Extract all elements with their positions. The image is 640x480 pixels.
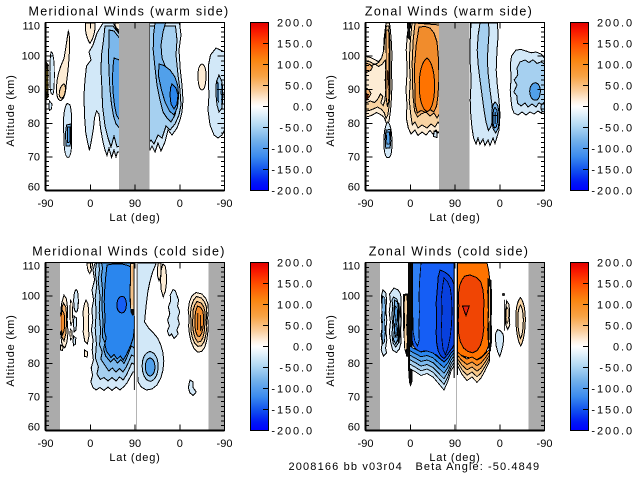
svg-text:0: 0 — [497, 198, 503, 210]
svg-text:100.0: 100.0 — [597, 300, 634, 312]
svg-text:110: 110 — [22, 261, 40, 273]
svg-text:Lat (deg): Lat (deg) — [109, 452, 160, 464]
svg-text:60: 60 — [28, 182, 40, 194]
svg-text:60: 60 — [28, 422, 40, 434]
svg-text:100: 100 — [22, 51, 40, 63]
svg-text:-100.0: -100.0 — [591, 144, 634, 156]
svg-text:100.0: 100.0 — [277, 300, 314, 312]
svg-text:-90: -90 — [358, 198, 374, 210]
svg-text:150.0: 150.0 — [277, 39, 314, 51]
svg-text:Altitude (km): Altitude (km) — [325, 74, 337, 146]
svg-text:Lat (deg): Lat (deg) — [109, 212, 160, 224]
svg-text:50.0: 50.0 — [605, 321, 634, 333]
svg-text:90: 90 — [348, 324, 360, 336]
svg-text:-150.0: -150.0 — [271, 405, 314, 417]
svg-text:90: 90 — [28, 84, 40, 96]
svg-text:0: 0 — [497, 438, 503, 450]
svg-text:Meridional Winds (cold side): Meridional Winds (cold side) — [32, 244, 225, 258]
svg-text:70: 70 — [348, 391, 360, 403]
svg-text:80: 80 — [348, 118, 360, 130]
svg-text:50.0: 50.0 — [285, 81, 314, 93]
svg-text:0.0: 0.0 — [293, 102, 314, 114]
svg-text:90: 90 — [449, 438, 461, 450]
svg-text:-90: -90 — [358, 438, 374, 450]
svg-text:-150.0: -150.0 — [591, 165, 634, 177]
svg-text:-50.0: -50.0 — [599, 363, 634, 375]
svg-text:200.0: 200.0 — [597, 258, 634, 270]
svg-text:200.0: 200.0 — [277, 258, 314, 270]
svg-text:Meridional Winds (warm side): Meridional Winds (warm side) — [28, 4, 229, 18]
svg-text:-100.0: -100.0 — [271, 144, 314, 156]
svg-text:-90: -90 — [537, 198, 553, 210]
svg-text:110: 110 — [342, 261, 360, 273]
svg-text:150.0: 150.0 — [277, 279, 314, 291]
svg-text:90: 90 — [129, 198, 141, 210]
svg-text:0.0: 0.0 — [613, 102, 634, 114]
svg-text:0: 0 — [177, 438, 183, 450]
svg-text:Altitude (km): Altitude (km) — [325, 314, 337, 386]
svg-text:-50.0: -50.0 — [279, 123, 314, 135]
svg-text:80: 80 — [28, 118, 40, 130]
svg-text:70: 70 — [348, 151, 360, 163]
svg-text:100: 100 — [342, 51, 360, 63]
svg-text:100: 100 — [22, 291, 40, 303]
svg-text:80: 80 — [348, 358, 360, 370]
svg-text:Altitude (km): Altitude (km) — [5, 314, 17, 386]
svg-text:60: 60 — [348, 182, 360, 194]
svg-text:0.0: 0.0 — [613, 342, 634, 354]
svg-text:80: 80 — [28, 358, 40, 370]
svg-text:-50.0: -50.0 — [599, 123, 634, 135]
svg-text:100.0: 100.0 — [277, 60, 314, 72]
svg-text:90: 90 — [348, 84, 360, 96]
svg-text:0.0: 0.0 — [293, 342, 314, 354]
svg-text:-50.0: -50.0 — [279, 363, 314, 375]
svg-text:2008166 bb v03r04: 2008166 bb v03r04 — [289, 461, 403, 473]
svg-text:-150.0: -150.0 — [591, 405, 634, 417]
svg-text:-100.0: -100.0 — [591, 384, 634, 396]
svg-text:0: 0 — [407, 198, 413, 210]
svg-text:-90: -90 — [537, 438, 553, 450]
svg-text:Beta Angle: -50.4849: Beta Angle: -50.4849 — [416, 461, 541, 473]
svg-text:50.0: 50.0 — [285, 321, 314, 333]
svg-text:Zonal Winds (warm side): Zonal Winds (warm side) — [365, 4, 533, 18]
svg-text:0: 0 — [87, 438, 93, 450]
svg-text:-100.0: -100.0 — [271, 384, 314, 396]
svg-text:100: 100 — [342, 291, 360, 303]
svg-text:70: 70 — [28, 151, 40, 163]
svg-text:90: 90 — [28, 324, 40, 336]
svg-text:110: 110 — [342, 21, 360, 33]
svg-text:150.0: 150.0 — [597, 279, 634, 291]
svg-text:0: 0 — [407, 438, 413, 450]
svg-text:-200.0: -200.0 — [591, 426, 634, 438]
svg-text:Lat (deg): Lat (deg) — [429, 212, 480, 224]
svg-text:100.0: 100.0 — [597, 60, 634, 72]
svg-text:-200.0: -200.0 — [271, 426, 314, 438]
svg-text:150.0: 150.0 — [597, 39, 634, 51]
svg-text:-90: -90 — [38, 198, 54, 210]
svg-text:-90: -90 — [217, 438, 233, 450]
svg-text:-90: -90 — [38, 438, 54, 450]
svg-text:110: 110 — [22, 21, 40, 33]
svg-text:0: 0 — [87, 198, 93, 210]
svg-text:60: 60 — [348, 422, 360, 434]
svg-text:Lat (deg): Lat (deg) — [429, 452, 480, 464]
svg-text:200.0: 200.0 — [597, 18, 634, 30]
svg-text:-150.0: -150.0 — [271, 165, 314, 177]
svg-text:-200.0: -200.0 — [271, 186, 314, 198]
svg-text:-90: -90 — [217, 198, 233, 210]
svg-text:Altitude (km): Altitude (km) — [5, 74, 17, 146]
svg-text:90: 90 — [129, 438, 141, 450]
svg-text:50.0: 50.0 — [605, 81, 634, 93]
svg-text:200.0: 200.0 — [277, 18, 314, 30]
svg-text:0: 0 — [177, 198, 183, 210]
svg-text:-200.0: -200.0 — [591, 186, 634, 198]
svg-text:90: 90 — [449, 198, 461, 210]
svg-text:70: 70 — [28, 391, 40, 403]
svg-text:Zonal Winds (cold side): Zonal Winds (cold side) — [369, 244, 530, 258]
